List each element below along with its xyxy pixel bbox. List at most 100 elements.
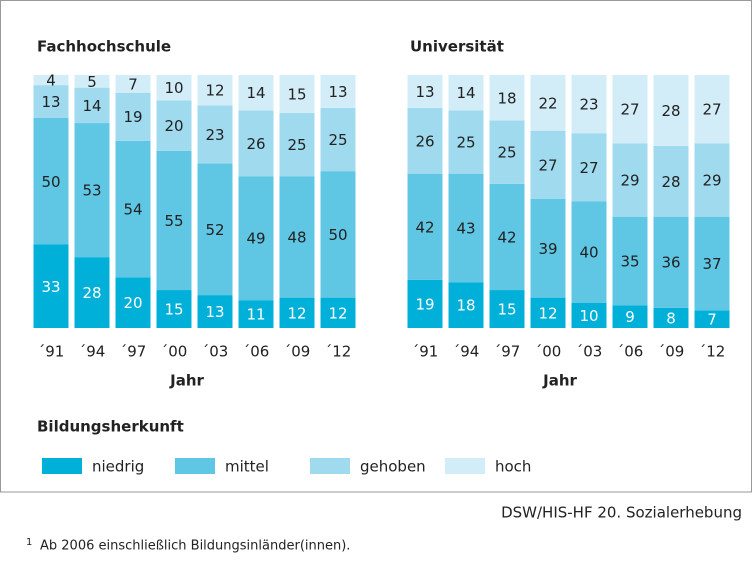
- bar-segment: [489, 120, 525, 184]
- data-label: 26: [415, 132, 434, 150]
- bar-segment: [612, 75, 648, 144]
- bar-segment: [653, 145, 689, 217]
- bar-segment: [448, 282, 484, 328]
- data-label: 19: [123, 108, 142, 126]
- bar-segment: [448, 110, 484, 174]
- data-label: 12: [538, 304, 557, 322]
- bar-segment: [653, 307, 689, 328]
- bar-segment: [156, 290, 192, 328]
- x-tick-label: ´94: [453, 343, 480, 361]
- bar-segment: [612, 305, 648, 328]
- data-label: 20: [164, 117, 183, 135]
- data-label: 25: [497, 144, 516, 162]
- data-label: 13: [415, 83, 434, 101]
- data-label: 33: [41, 278, 60, 296]
- data-label: 15: [497, 301, 516, 319]
- data-label: 15: [164, 301, 183, 319]
- bar-segment: [74, 257, 110, 328]
- bar-segment: [530, 297, 566, 328]
- data-label: 11: [246, 306, 265, 324]
- x-tick-label: ´00: [535, 343, 562, 361]
- bar-segment: [238, 176, 274, 301]
- bar-segment: [279, 75, 315, 113]
- bar-segment: [197, 295, 233, 328]
- bar-segment: [74, 123, 110, 258]
- data-label: 10: [579, 307, 598, 325]
- bar-segment: [115, 92, 151, 141]
- legend-swatch: [175, 458, 215, 474]
- bar-segment: [407, 279, 443, 328]
- data-label: 12: [205, 82, 224, 100]
- bar-segment: [156, 100, 192, 151]
- data-label: 13: [328, 83, 347, 101]
- data-label: 23: [205, 126, 224, 144]
- bar-segment: [653, 216, 689, 308]
- bar-segment: [197, 75, 233, 106]
- data-label: 14: [82, 97, 101, 115]
- data-label: 28: [661, 102, 680, 120]
- data-label: 8: [666, 309, 676, 327]
- bar-segment: [694, 75, 730, 144]
- bar-segment: [156, 75, 192, 101]
- data-label: 23: [579, 96, 598, 114]
- data-label: 27: [620, 101, 639, 119]
- bar-segment: [694, 216, 730, 311]
- bar-segment: [320, 75, 356, 108]
- data-label: 43: [456, 220, 475, 238]
- bar-segment: [612, 216, 648, 306]
- bar-segment: [530, 198, 566, 298]
- legend-label: niedrig: [92, 458, 144, 476]
- data-label: 28: [661, 173, 680, 191]
- legend-swatch: [310, 458, 350, 474]
- bar-segment: [694, 310, 730, 328]
- data-label: 25: [287, 136, 306, 154]
- bar-segment: [197, 105, 233, 164]
- data-label: 7: [128, 75, 138, 93]
- data-label: 28: [82, 284, 101, 302]
- legend-label: hoch: [495, 458, 531, 476]
- bar-segment: [612, 143, 648, 217]
- data-label: 25: [328, 131, 347, 149]
- data-label: 54: [123, 201, 142, 219]
- bar-segment: [238, 75, 274, 111]
- legend-swatch: [445, 458, 485, 474]
- x-tick-label: ´09: [658, 343, 685, 361]
- bar-segment: [74, 75, 110, 88]
- bar-segment: [407, 75, 443, 108]
- bar-segment: [571, 201, 607, 303]
- x-tick-label: ´97: [120, 343, 147, 361]
- chart-title: Fachhochschule: [37, 38, 171, 56]
- bar-segment: [279, 176, 315, 298]
- data-label: 14: [456, 84, 475, 102]
- bar-segment: [571, 75, 607, 134]
- bar-segment: [530, 130, 566, 199]
- data-label: 50: [41, 173, 60, 191]
- legend-title: Bildungsherkunft: [37, 418, 184, 436]
- bar-segment: [530, 75, 566, 131]
- data-label: 12: [328, 304, 347, 322]
- x-tick-label: ´03: [576, 343, 603, 361]
- bar-segment: [33, 75, 69, 86]
- data-label: 37: [702, 255, 721, 273]
- data-label: 39: [538, 240, 557, 258]
- bar-segment: [74, 87, 110, 124]
- bar-segment: [320, 297, 356, 328]
- data-label: 19: [415, 295, 434, 313]
- bar-segment: [33, 118, 69, 245]
- bar-segment: [489, 290, 525, 328]
- x-tick-label: ´06: [243, 343, 270, 361]
- bar-segment: [571, 133, 607, 202]
- bar-segment: [279, 112, 315, 177]
- data-label: 14: [246, 84, 265, 102]
- x-tick-label: ´91: [38, 343, 65, 361]
- bar-segment: [448, 173, 484, 283]
- data-label: 15: [287, 85, 306, 103]
- bar-segment: [115, 140, 151, 278]
- bar-segment: [320, 107, 356, 172]
- data-label: 53: [82, 182, 101, 200]
- bar-segment: [238, 110, 274, 177]
- data-label: 13: [205, 303, 224, 321]
- x-tick-label: ´97: [494, 343, 521, 361]
- data-label: 18: [456, 297, 475, 315]
